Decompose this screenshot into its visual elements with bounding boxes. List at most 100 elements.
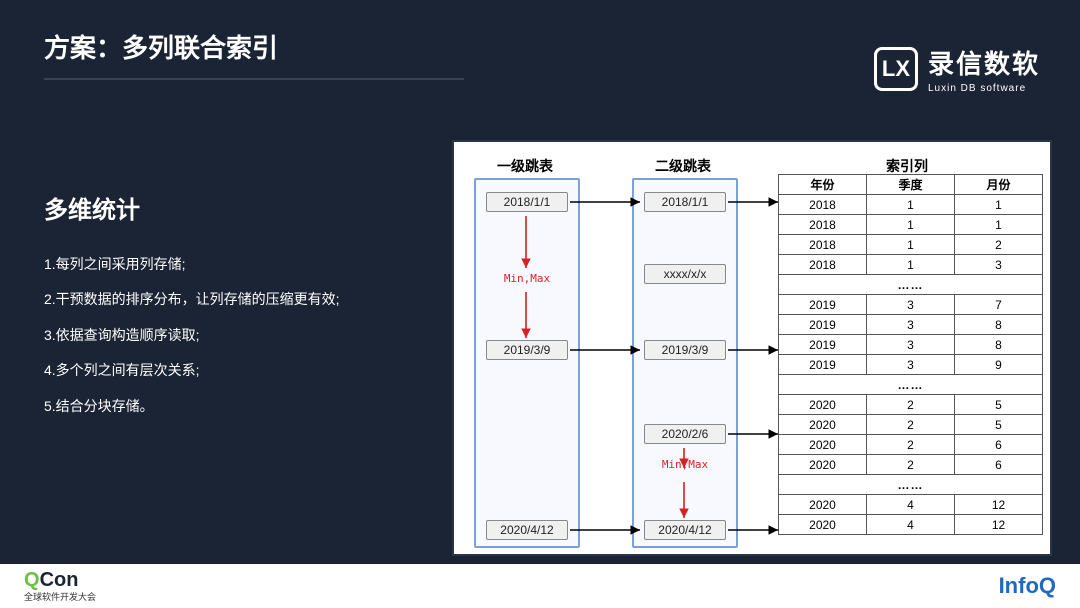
section-subtitle: 多维统计 <box>44 190 140 225</box>
table-cell: 3 <box>867 315 955 335</box>
table-cell: 2020 <box>779 495 867 515</box>
table-cell: 3 <box>867 335 955 355</box>
qcon-con: Con <box>40 569 79 591</box>
table-row: 201939 <box>779 355 1043 375</box>
table-cell: 2019 <box>779 315 867 335</box>
qcon-logo: QCon 全球软件开发大会 <box>24 569 96 603</box>
table-cell: 6 <box>955 455 1043 475</box>
bullet-item: 1.每列之间采用列存储; <box>44 250 384 279</box>
table-cell: 2018 <box>779 215 867 235</box>
table-row: 201938 <box>779 315 1043 335</box>
table-row: 2020412 <box>779 495 1043 515</box>
qcon-sub: 全球软件开发大会 <box>24 590 96 603</box>
table-header: 年份 <box>779 175 867 195</box>
table-cell: 1 <box>867 195 955 215</box>
table-header: 月份 <box>955 175 1043 195</box>
table-cell: 2020 <box>779 435 867 455</box>
page-title: 方案：多列联合索引 <box>44 28 278 65</box>
table-cell: 2 <box>867 455 955 475</box>
table-cell: 2018 <box>779 195 867 215</box>
index-table: 年份季度月份201811201811201812201813……20193720… <box>778 174 1043 535</box>
table-row: …… <box>779 375 1043 395</box>
table-cell: 7 <box>955 295 1043 315</box>
table-row: 201811 <box>779 215 1043 235</box>
skiplist-entry: 2018/1/1 <box>486 192 568 212</box>
table-row: 2020412 <box>779 515 1043 535</box>
table-row: 201813 <box>779 255 1043 275</box>
table-cell: 4 <box>867 495 955 515</box>
table-cell: 1 <box>867 255 955 275</box>
table-cell: 5 <box>955 395 1043 415</box>
table-cell: 12 <box>955 515 1043 535</box>
table-cell: 8 <box>955 335 1043 355</box>
table-cell: 8 <box>955 315 1043 335</box>
bullet-item: 2.干预数据的排序分布，让列存储的压缩更有效; <box>44 285 384 314</box>
table-cell: 2 <box>867 435 955 455</box>
infoq-logo: InfoQ <box>999 573 1056 599</box>
table-row: …… <box>779 475 1043 495</box>
table-row: 202026 <box>779 435 1043 455</box>
table-cell: 2 <box>867 415 955 435</box>
table-cell: 1 <box>867 215 955 235</box>
diagram-col-title: 一级跳表 <box>497 156 553 176</box>
title-underline <box>44 78 464 80</box>
skiplist-entry: 2020/4/12 <box>486 520 568 540</box>
table-cell: 3 <box>867 355 955 375</box>
table-row: 202025 <box>779 415 1043 435</box>
minmax-label: Min,Max <box>492 272 562 285</box>
footer: QCon 全球软件开发大会 InfoQ <box>0 564 1080 608</box>
skiplist-entry: 2019/3/9 <box>644 340 726 360</box>
table-cell: 3 <box>955 255 1043 275</box>
table-row: 201937 <box>779 295 1043 315</box>
logo-box-icon: LX <box>874 47 918 91</box>
table-header: 季度 <box>867 175 955 195</box>
table-cell: 1 <box>955 215 1043 235</box>
table-cell: 2020 <box>779 455 867 475</box>
table-cell: 2020 <box>779 415 867 435</box>
table-row: 201811 <box>779 195 1043 215</box>
table-cell: 6 <box>955 435 1043 455</box>
bullet-list: 1.每列之间采用列存储; 2.干预数据的排序分布，让列存储的压缩更有效; 3.依据查… <box>44 250 384 427</box>
skiplist-level2-box <box>632 178 738 548</box>
table-cell: 2018 <box>779 255 867 275</box>
skip-list-diagram: 一级跳表 二级跳表 索引列 2018/1/1 2019/3/9 2020/4/12 2018… <box>452 140 1052 556</box>
table-cell: 2 <box>867 395 955 415</box>
diagram-col-title: 二级跳表 <box>655 156 711 176</box>
ellipsis-cell: …… <box>779 275 1043 295</box>
skiplist-entry: xxxx/x/x <box>644 264 726 284</box>
diagram-col-title: 索引列 <box>886 156 928 176</box>
bullet-item: 3.依据查询构造顺序读取; <box>44 321 384 350</box>
table-cell: 5 <box>955 415 1043 435</box>
table-cell: 9 <box>955 355 1043 375</box>
skiplist-entry: 2020/4/12 <box>644 520 726 540</box>
table-cell: 2020 <box>779 515 867 535</box>
table-cell: 3 <box>867 295 955 315</box>
brand-logo: LX 录信数软 Luxin DB software <box>874 44 1040 94</box>
table-cell: 2018 <box>779 235 867 255</box>
logo-en: Luxin DB software <box>928 83 1040 94</box>
table-cell: 12 <box>955 495 1043 515</box>
table-cell: 2020 <box>779 395 867 415</box>
slide: 方案：多列联合索引 LX 录信数软 Luxin DB software 多维统计… <box>0 0 1080 608</box>
table-cell: 2019 <box>779 335 867 355</box>
table-cell: 4 <box>867 515 955 535</box>
skiplist-entry: 2018/1/1 <box>644 192 726 212</box>
table-cell: 2 <box>955 235 1043 255</box>
qcon-q: Q <box>24 569 40 591</box>
ellipsis-cell: …… <box>779 475 1043 495</box>
bullet-item: 5.结合分块存储。 <box>44 392 384 421</box>
table-cell: 2019 <box>779 355 867 375</box>
skiplist-entry: 2020/2/6 <box>644 424 726 444</box>
table-cell: 2019 <box>779 295 867 315</box>
bullet-item: 4.多个列之间有层次关系; <box>44 356 384 385</box>
skiplist-entry: 2019/3/9 <box>486 340 568 360</box>
table-row: …… <box>779 275 1043 295</box>
logo-text: 录信数软 Luxin DB software <box>928 44 1040 94</box>
table-cell: 1 <box>955 195 1043 215</box>
skiplist-level1-box <box>474 178 580 548</box>
table-row: 202025 <box>779 395 1043 415</box>
minmax-label: Min,Max <box>650 458 720 471</box>
table-row: 201938 <box>779 335 1043 355</box>
table-cell: 1 <box>867 235 955 255</box>
logo-cn: 录信数软 <box>928 44 1040 81</box>
